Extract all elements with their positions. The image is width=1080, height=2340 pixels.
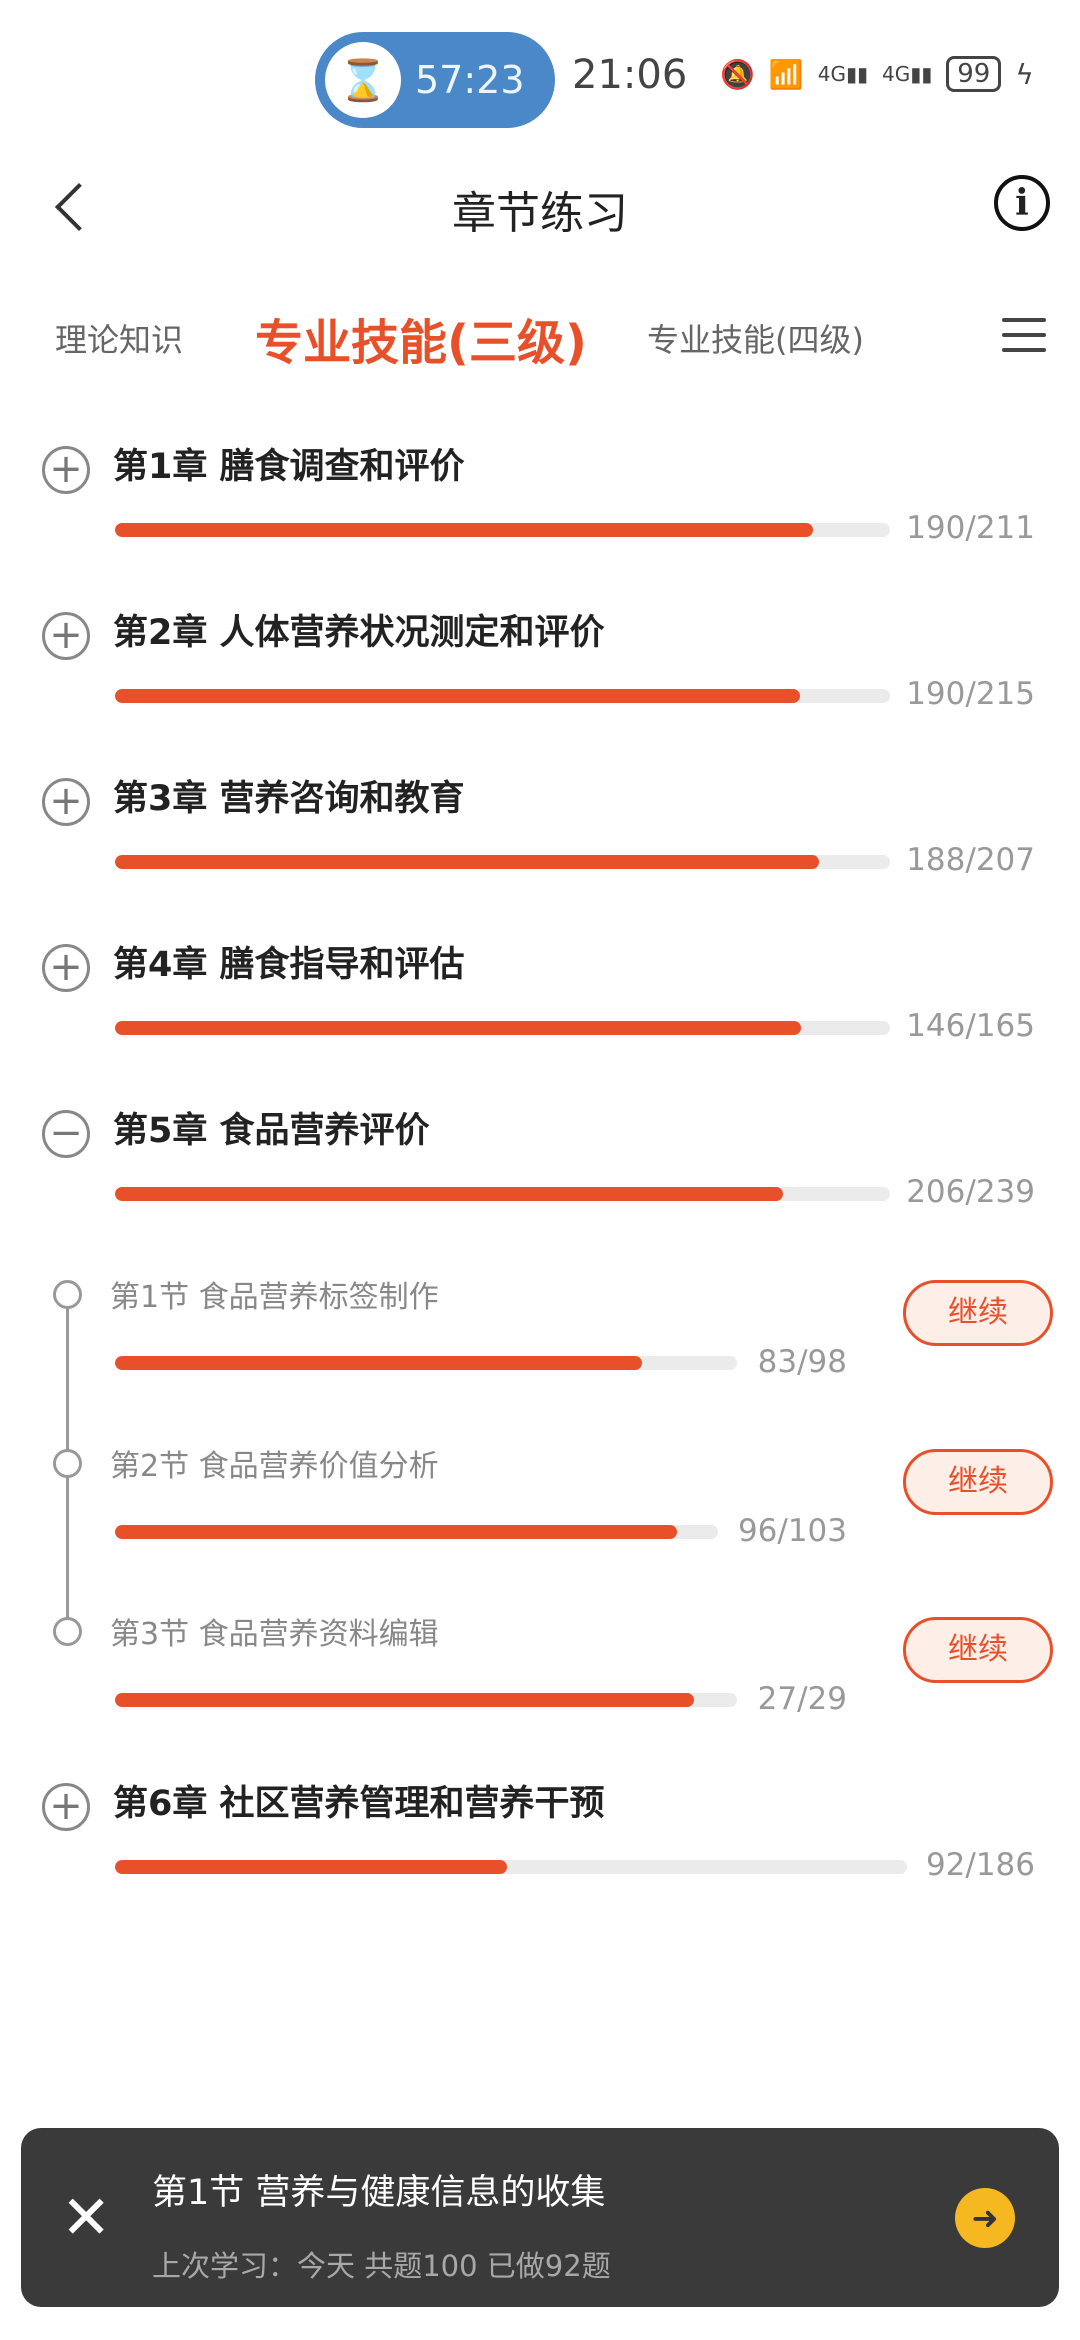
chapter-progress-bar [115, 689, 890, 703]
chapter-count: 188/207 [906, 842, 1035, 878]
status-icons: 🔕 📶 4G▮▮ 4G▮▮ 99 ϟ [720, 56, 1034, 92]
bell-off-icon: 🔕 [720, 57, 755, 91]
progress-fill [115, 523, 813, 537]
section-progress-bar [115, 1693, 737, 1707]
wifi-icon: 📶 [768, 57, 804, 91]
progress-fill [115, 1187, 783, 1201]
hourglass-icon: ⌛ [325, 42, 401, 118]
progress-fill [115, 1693, 695, 1707]
chapter-count: 190/211 [906, 510, 1035, 546]
battery-icon: 99 [946, 56, 1002, 92]
tab-skill-level4[interactable]: 专业技能(四级) [647, 321, 864, 359]
signal-4g-icon: 4G▮▮ [817, 62, 868, 86]
chapter-title[interactable]: 第4章 膳食指导和评估 [113, 945, 465, 985]
chapter-title[interactable]: 第5章 食品营养评价 [113, 1111, 430, 1151]
continue-button[interactable]: 继续 [903, 1617, 1053, 1683]
expand-icon[interactable]: + [42, 778, 90, 826]
chapter-title[interactable]: 第1章 膳食调查和评价 [113, 447, 465, 487]
chapter-progress-bar [115, 1021, 890, 1035]
tab-theory[interactable]: 理论知识 [55, 321, 184, 359]
timeline-dot [53, 1449, 82, 1478]
chapter-progress-bar [115, 855, 890, 869]
progress-fill [115, 1356, 642, 1370]
timeline-dot [53, 1280, 82, 1309]
section-title[interactable]: 第1节 食品营养标签制作 [110, 1280, 439, 1315]
arrow-right-icon[interactable]: ➜ [955, 2188, 1015, 2248]
progress-fill [115, 1021, 801, 1035]
section-progress-bar [115, 1356, 737, 1370]
signal-4g-icon: 4G▮▮ [881, 62, 933, 86]
continue-button[interactable]: 继续 [903, 1449, 1053, 1515]
chapter-progress-bar [115, 1860, 907, 1874]
charging-icon: ϟ [1015, 57, 1034, 91]
section-count: 96/103 [737, 1513, 847, 1549]
timeline-dot [53, 1617, 82, 1646]
expand-icon[interactable]: + [42, 612, 90, 660]
section-count: 27/29 [757, 1681, 847, 1717]
chapter-count: 206/239 [906, 1174, 1035, 1210]
expand-icon[interactable]: + [42, 446, 90, 494]
continue-button[interactable]: 继续 [903, 1280, 1053, 1346]
banner-title: 第1节 营养与健康信息的收集 [152, 2173, 606, 2213]
screen-time-pill[interactable]: ⌛ 57:23 [315, 32, 555, 128]
banner-subtitle: 上次学习：今天 共题100 已做92题 [152, 2249, 611, 2283]
chapter-progress-bar [115, 523, 890, 537]
progress-fill [115, 1525, 678, 1539]
chapter-title[interactable]: 第3章 营养咨询和教育 [113, 779, 465, 819]
section-title[interactable]: 第2节 食品营养价值分析 [110, 1449, 439, 1484]
section-count: 83/98 [757, 1344, 847, 1380]
list-menu-icon[interactable] [1002, 318, 1046, 363]
progress-fill [115, 855, 819, 869]
collapse-icon[interactable]: − [42, 1110, 90, 1158]
close-icon[interactable]: ✕ [61, 2183, 112, 2253]
chapter-count: 190/215 [906, 676, 1035, 712]
progress-fill [115, 689, 800, 703]
timer-text: 57:23 [415, 58, 525, 102]
section-progress-bar [115, 1525, 718, 1539]
expand-icon[interactable]: + [42, 1783, 90, 1831]
expand-icon[interactable]: + [42, 944, 90, 992]
info-icon[interactable]: i [994, 175, 1050, 231]
clock: 21:06 [572, 52, 688, 98]
chapter-title[interactable]: 第2章 人体营养状况测定和评价 [113, 613, 605, 653]
resume-banner[interactable]: ✕ 第1节 营养与健康信息的收集 上次学习：今天 共题100 已做92题 ➜ [21, 2128, 1059, 2307]
chapter-title[interactable]: 第6章 社区营养管理和营养干预 [113, 1784, 605, 1824]
page-title: 章节练习 [452, 188, 628, 239]
tab-skill-level3[interactable]: 专业技能(三级) [255, 315, 587, 371]
progress-fill [115, 1860, 507, 1874]
section-title[interactable]: 第3节 食品营养资料编辑 [110, 1617, 439, 1652]
chapter-count: 146/165 [906, 1008, 1035, 1044]
chapter-count: 92/186 [925, 1847, 1035, 1883]
chapter-progress-bar [115, 1187, 890, 1201]
